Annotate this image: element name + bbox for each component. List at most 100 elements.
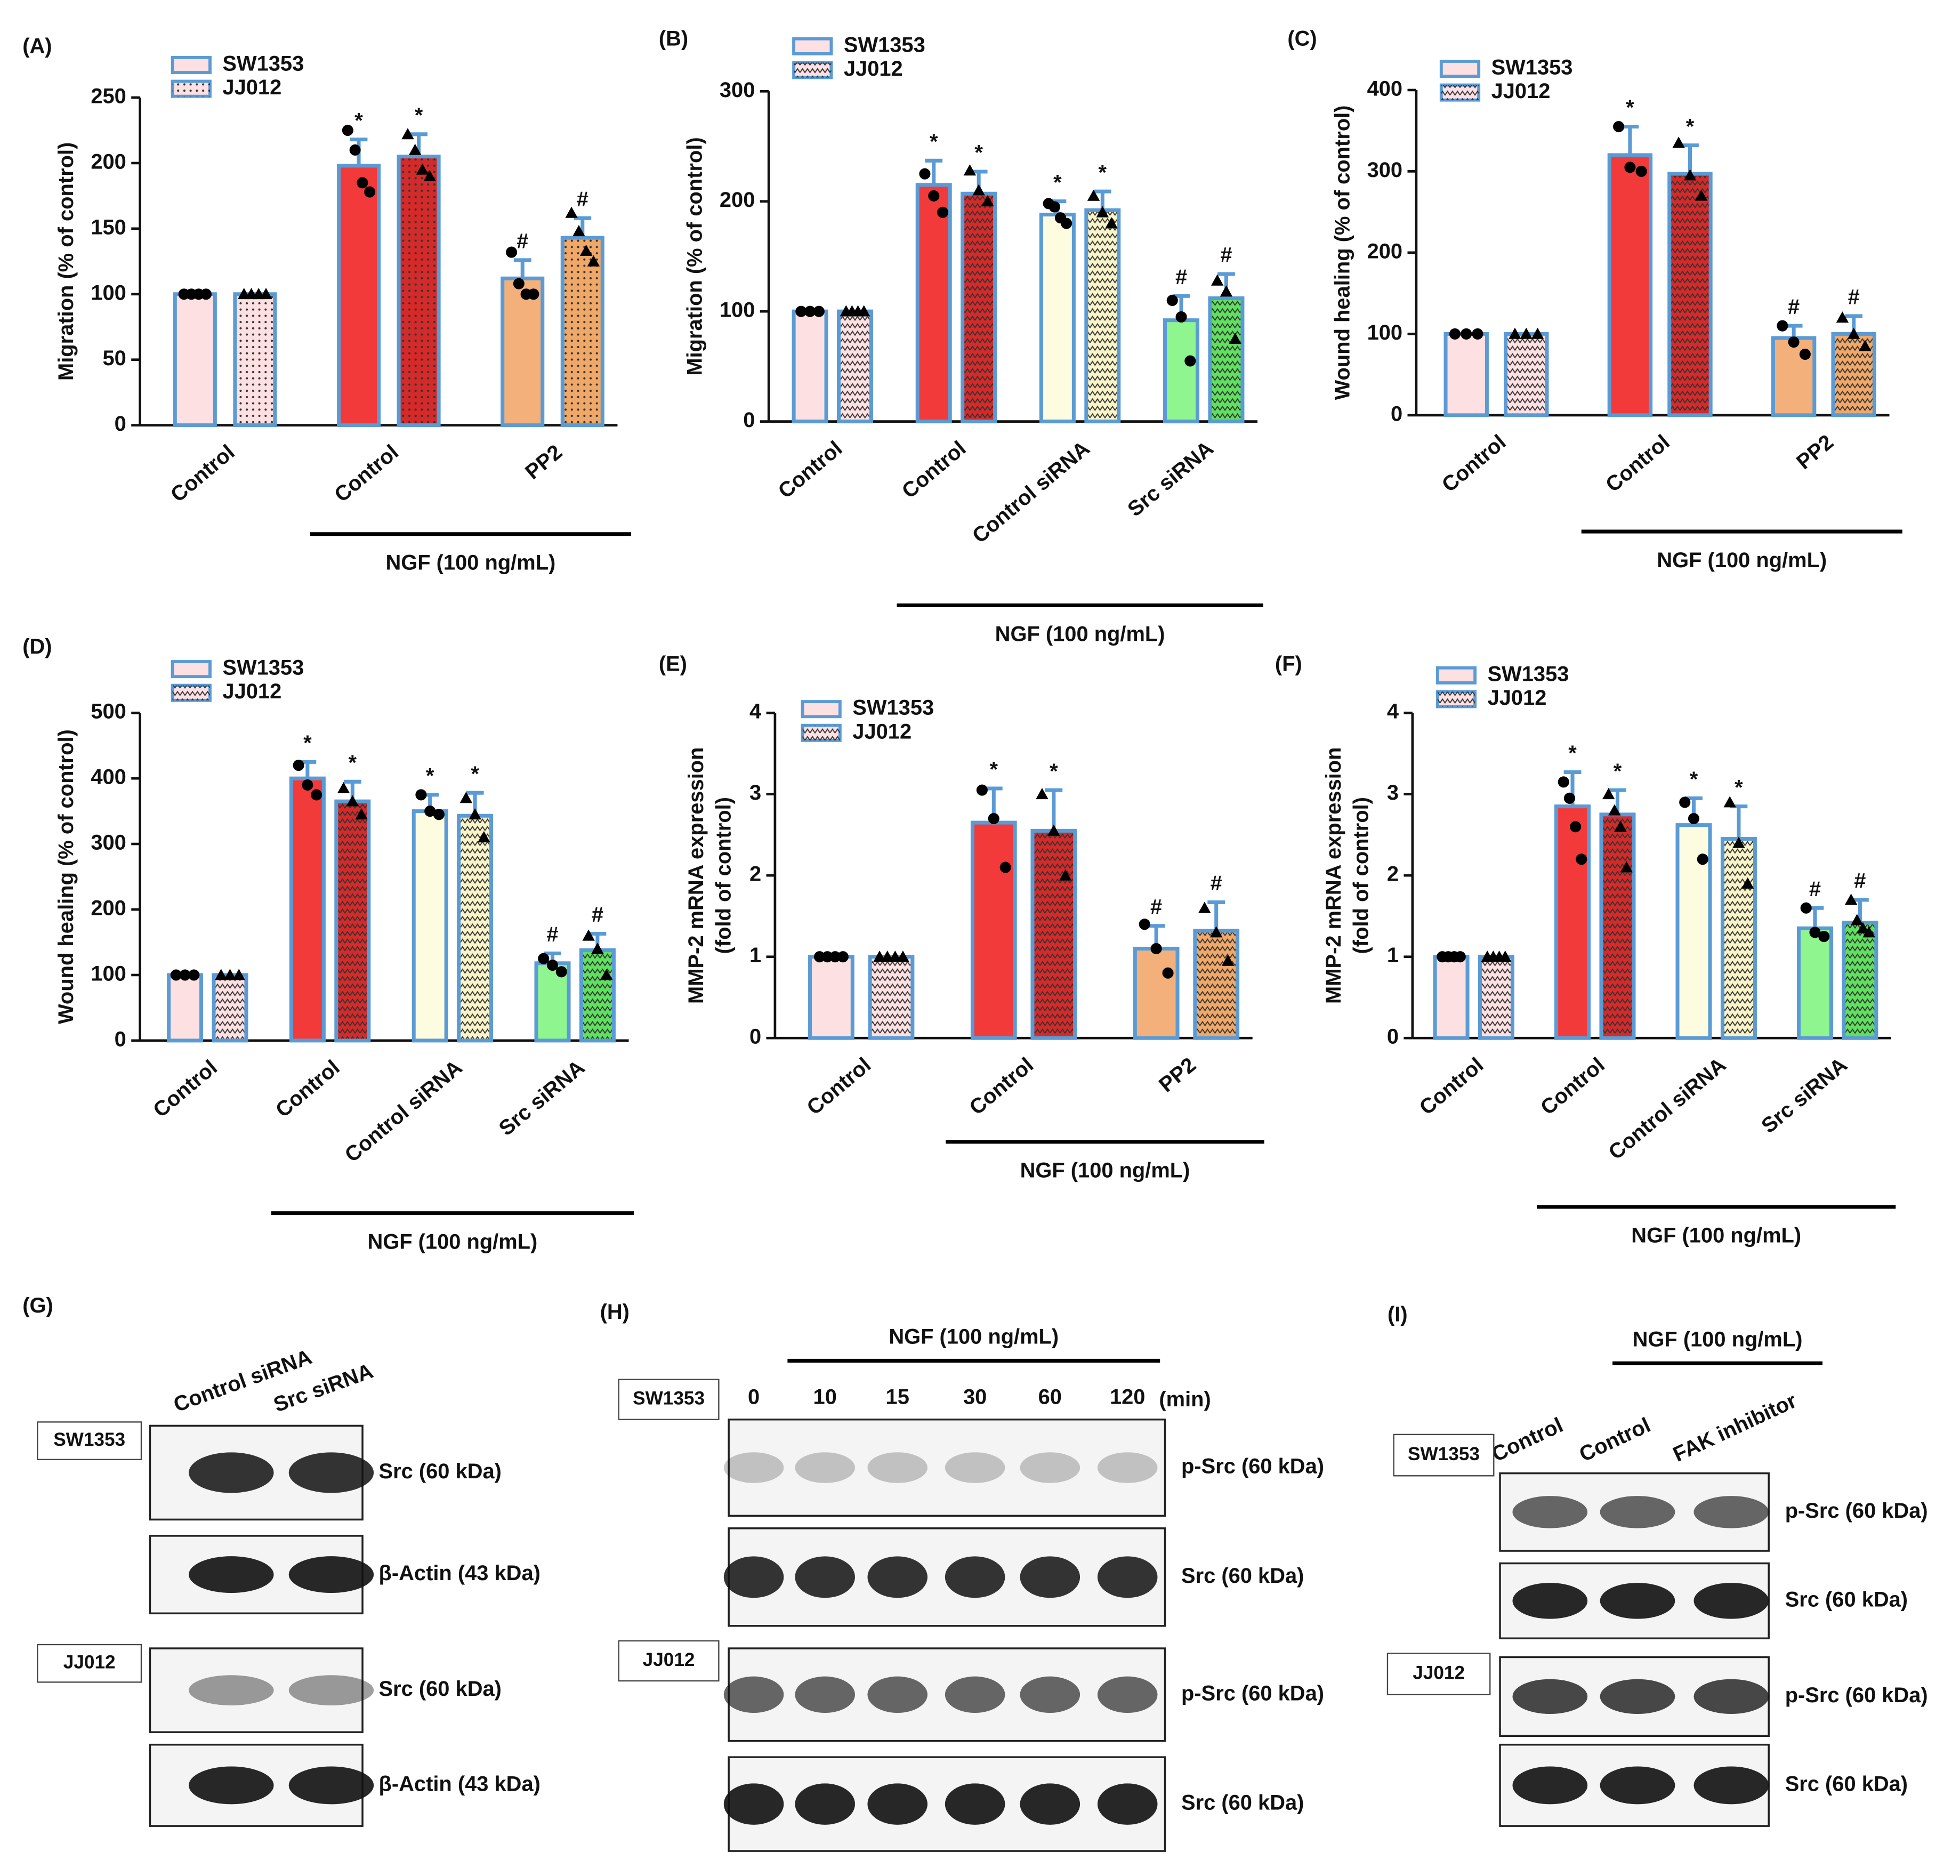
cell-label: SW1353 xyxy=(633,1388,705,1408)
bar xyxy=(1039,212,1076,424)
data-point xyxy=(1799,348,1811,360)
panel-label: (H) xyxy=(600,1300,630,1324)
bar-pattern xyxy=(338,803,367,1039)
panel-label: (I) xyxy=(1388,1303,1408,1326)
band xyxy=(795,1783,855,1825)
significance: * xyxy=(1099,161,1107,184)
x-tick-label: Src siRNA xyxy=(495,1056,590,1140)
significance: # xyxy=(577,188,588,211)
data-point xyxy=(1836,311,1849,323)
data-point xyxy=(1624,162,1636,173)
y-tick-label: 500 xyxy=(91,700,126,723)
row-label: Src (60 kDa) xyxy=(379,1460,502,1483)
y-tick-label: 200 xyxy=(91,897,126,920)
data-point xyxy=(1576,854,1587,865)
significance: * xyxy=(1686,115,1695,138)
significance: # xyxy=(517,230,528,253)
bar xyxy=(915,183,952,424)
data-point xyxy=(357,177,368,189)
x-tick-label: Control siRNA xyxy=(968,437,1094,548)
significance: * xyxy=(930,130,938,154)
data-point xyxy=(214,969,228,980)
legend-label: JJ012 xyxy=(222,76,281,99)
y-tick-label: 3 xyxy=(749,781,761,804)
legend-label: JJ012 xyxy=(852,720,912,743)
legend-label: SW1353 xyxy=(1491,56,1573,79)
data-point xyxy=(999,861,1011,873)
bar-pattern xyxy=(1088,212,1117,420)
legend-swatch xyxy=(792,37,833,55)
x-tick-label: Src siRNA xyxy=(1123,437,1218,521)
legend-pattern xyxy=(1437,691,1475,707)
band xyxy=(945,1676,1005,1713)
y-tick-label: 150 xyxy=(91,215,126,239)
data-point xyxy=(478,831,490,843)
y-tick-label: 2 xyxy=(1387,863,1399,886)
data-point xyxy=(1679,796,1691,808)
legend-label: SW1353 xyxy=(852,696,934,720)
y-tick-label: 4 xyxy=(1387,700,1399,723)
data-point xyxy=(433,809,445,820)
data-point xyxy=(459,792,473,803)
data-point xyxy=(293,760,304,771)
band xyxy=(1600,1679,1675,1714)
y-tick-label: 250 xyxy=(91,85,126,108)
significance: # xyxy=(1175,265,1187,289)
data-point xyxy=(1061,218,1072,229)
data-point xyxy=(260,288,272,300)
data-point xyxy=(1096,206,1109,218)
y-tick-label: 0 xyxy=(1387,1025,1399,1049)
bar xyxy=(1433,955,1470,1040)
panel-label: (A) xyxy=(22,35,52,58)
data-point xyxy=(1229,333,1241,344)
data-point xyxy=(1563,792,1576,804)
y-tick-label: 0 xyxy=(743,408,755,432)
lane-label: 15 xyxy=(886,1385,909,1408)
data-point xyxy=(795,305,807,317)
significance: * xyxy=(1626,96,1634,119)
data-point xyxy=(1723,796,1736,808)
data-point xyxy=(1777,320,1788,332)
y-tick-label: 0 xyxy=(1391,402,1402,425)
band xyxy=(288,1766,374,1805)
data-point xyxy=(1454,951,1466,963)
data-point xyxy=(1449,328,1461,340)
band xyxy=(723,1452,784,1483)
data-point xyxy=(1602,787,1615,800)
y-tick-label: 4 xyxy=(749,700,761,723)
bar-pattern xyxy=(1197,932,1236,1036)
cell-box xyxy=(1393,1434,1495,1477)
cell-box xyxy=(37,1644,142,1683)
significance: # xyxy=(1211,872,1222,895)
data-point xyxy=(821,951,833,963)
bar xyxy=(792,309,828,424)
bar-pattern xyxy=(215,977,245,1039)
band xyxy=(867,1783,928,1825)
data-point xyxy=(1209,926,1223,938)
legend-label: SW1353 xyxy=(844,33,925,57)
data-point xyxy=(1059,869,1072,881)
y-tick-label: 100 xyxy=(720,299,755,322)
x-tick-label: Control siRNA xyxy=(341,1056,467,1167)
y-tick-label: 300 xyxy=(720,78,755,102)
legend-swatch xyxy=(801,700,842,719)
data-point xyxy=(311,789,322,801)
data-point xyxy=(424,806,436,817)
data-point xyxy=(937,206,949,218)
band xyxy=(189,1556,274,1593)
data-point xyxy=(1614,820,1627,832)
data-point xyxy=(506,246,518,258)
band xyxy=(1693,1679,1769,1714)
data-point xyxy=(1520,327,1533,339)
band xyxy=(1512,1766,1588,1805)
row-label: p-Src (60 kDa) xyxy=(1181,1681,1324,1705)
data-point xyxy=(1697,854,1708,865)
lane-label: 0 xyxy=(748,1385,760,1408)
blot-box xyxy=(149,1647,364,1733)
error-bar xyxy=(925,158,943,185)
y-axis-label: (fold of control) xyxy=(712,797,736,954)
data-point xyxy=(408,143,422,155)
data-point xyxy=(538,953,550,964)
bar-pattern xyxy=(1724,841,1753,1036)
data-point xyxy=(804,305,816,317)
